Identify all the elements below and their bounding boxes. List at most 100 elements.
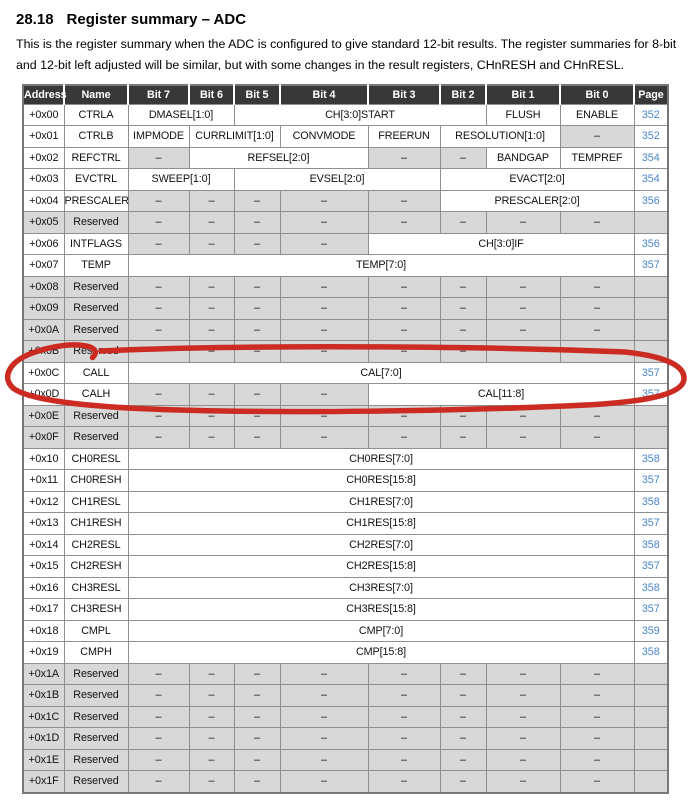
register-name-cell: INTFLAGS: [63, 232, 129, 255]
register-name-cell: REFCTRL: [63, 146, 129, 169]
page-link[interactable]: 358: [641, 452, 660, 465]
bitfield-cell: –: [279, 662, 369, 685]
page-link[interactable]: 357: [641, 560, 660, 572]
bitfield-cell: –: [279, 275, 369, 298]
register-name-cell: Reserved: [63, 727, 129, 750]
page-link[interactable]: 352: [641, 130, 660, 142]
bitfield-cell: –: [367, 340, 441, 363]
page-link[interactable]: 357: [641, 474, 660, 486]
bitfield-cell: IMPMODE: [127, 125, 190, 148]
register-row-+0x01: +0x01 CTRLB IMPMODE CURRLIMIT[1:0] CONVMODE F…: [22, 125, 669, 148]
bitfield-cell: –: [127, 340, 190, 363]
page-link[interactable]: 357: [641, 517, 660, 529]
register-name-cell: CALH: [63, 383, 129, 406]
bitfield-cell: –: [367, 146, 441, 169]
bitfield-cell: –: [439, 662, 487, 685]
register-name-cell: CH0RESL: [63, 447, 129, 470]
address-cell: +0x0A: [22, 318, 65, 341]
page-link[interactable]: 358: [641, 581, 660, 594]
register-name-cell: PRESCALER: [63, 189, 129, 212]
page-link[interactable]: 356: [641, 194, 660, 207]
page-link[interactable]: 356: [641, 237, 660, 250]
bitfield-cell: –: [127, 662, 190, 685]
bitfield-cell: –: [367, 211, 441, 234]
bitfield-cell: –: [367, 684, 441, 707]
register-name-cell: Reserved: [63, 770, 129, 793]
page-cell: [633, 662, 669, 685]
page-cell: 352: [633, 125, 669, 148]
bitfield-cell: –: [279, 426, 369, 449]
address-cell: +0x1A: [22, 662, 65, 685]
address-cell: +0x0F: [22, 426, 65, 449]
page-cell: 357: [633, 512, 669, 535]
page-link[interactable]: 358: [641, 538, 660, 551]
page-link[interactable]: 359: [641, 624, 660, 637]
bitfield-cell: CH1RES[15:8]: [127, 512, 635, 535]
address-cell: +0x06: [22, 232, 65, 255]
bitfield-cell: –: [439, 318, 487, 341]
page-cell: [633, 426, 669, 449]
bitfield-cell: –: [559, 662, 635, 685]
bitfield-cell: –: [559, 426, 635, 449]
register-name-cell: Reserved: [63, 297, 129, 320]
page-cell: [633, 318, 669, 341]
register-row-+0x0F: +0x0F Reserved – – – – – – – –: [22, 426, 669, 449]
bitfield-cell: –: [233, 684, 281, 707]
page-link[interactable]: 352: [641, 108, 660, 121]
page-link[interactable]: 354: [641, 173, 660, 185]
page-cell: [633, 748, 669, 771]
page-cell: 356: [633, 189, 669, 212]
page-link[interactable]: 358: [641, 646, 660, 658]
bitfield-cell: REFSEL[2:0]: [188, 146, 369, 169]
bitfield-cell: CH1RES[7:0]: [127, 490, 635, 513]
page-link[interactable]: 357: [641, 259, 660, 271]
address-cell: +0x03: [22, 168, 65, 191]
bitfield-cell: FLUSH: [485, 103, 561, 126]
page-link[interactable]: 358: [641, 495, 660, 508]
register-row-+0x08: +0x08 Reserved – – – – – – – –: [22, 275, 669, 298]
bitfield-cell: CH[3:0]IF: [367, 232, 635, 255]
address-cell: +0x1F: [22, 770, 65, 793]
bitfield-cell: –: [188, 297, 235, 320]
bitfield-cell: FREERUN: [367, 125, 441, 148]
bitfield-cell: –: [233, 426, 281, 449]
bitfield-cell: –: [439, 404, 487, 427]
bitfield-cell: –: [279, 684, 369, 707]
bitfield-cell: –: [367, 275, 441, 298]
register-row-+0x1E: +0x1E Reserved – – – – – – – –: [22, 748, 669, 771]
register-row-+0x17: +0x17 CH3RESH CH3RES[15:8] 357: [22, 598, 669, 621]
bitfield-cell: –: [485, 318, 561, 341]
column-header-page: Page: [633, 85, 668, 105]
bitfield-cell: CMP[15:8]: [127, 641, 635, 664]
register-row-+0x16: +0x16 CH3RESL CH3RES[7:0] 358: [22, 576, 669, 599]
page-cell: 354: [633, 168, 669, 191]
register-row-+0x1C: +0x1C Reserved – – – – – – – –: [22, 705, 669, 728]
register-name-cell: CH1RESL: [63, 490, 129, 513]
register-name-cell: EVCTRL: [63, 168, 129, 191]
bitfield-cell: –: [279, 232, 369, 255]
bitfield-cell: –: [188, 318, 235, 341]
bitfield-cell: –: [485, 662, 561, 685]
address-cell: +0x14: [22, 533, 65, 556]
page-link[interactable]: 357: [641, 603, 660, 615]
bitfield-cell: –: [367, 404, 441, 427]
register-row-+0x06: +0x06 INTFLAGS – – – – CH[3:0]IF 356: [22, 232, 669, 255]
address-cell: +0x15: [22, 555, 65, 578]
bitfield-cell: –: [439, 770, 487, 793]
address-cell: +0x10: [22, 447, 65, 470]
bitfield-cell: –: [559, 340, 635, 363]
bitfield-cell: –: [188, 232, 235, 255]
page-cell: 357: [633, 555, 669, 578]
page-link[interactable]: 357: [641, 388, 660, 400]
page-link[interactable]: 354: [641, 151, 660, 164]
bitfield-cell: –: [367, 770, 441, 793]
bitfield-cell: CH2RES[7:0]: [127, 533, 635, 556]
bitfield-cell: –: [439, 748, 487, 771]
bitfield-cell: –: [367, 662, 441, 685]
bitfield-cell: CAL[11:8]: [367, 383, 635, 406]
address-cell: +0x18: [22, 619, 65, 642]
bitfield-cell: EVACT[2:0]: [439, 168, 635, 191]
bitfield-cell: –: [439, 297, 487, 320]
address-cell: +0x17: [22, 598, 65, 621]
page-link[interactable]: 357: [641, 366, 660, 379]
